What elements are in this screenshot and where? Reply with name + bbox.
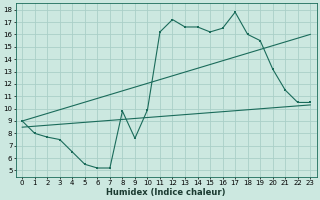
X-axis label: Humidex (Indice chaleur): Humidex (Indice chaleur): [107, 188, 226, 197]
